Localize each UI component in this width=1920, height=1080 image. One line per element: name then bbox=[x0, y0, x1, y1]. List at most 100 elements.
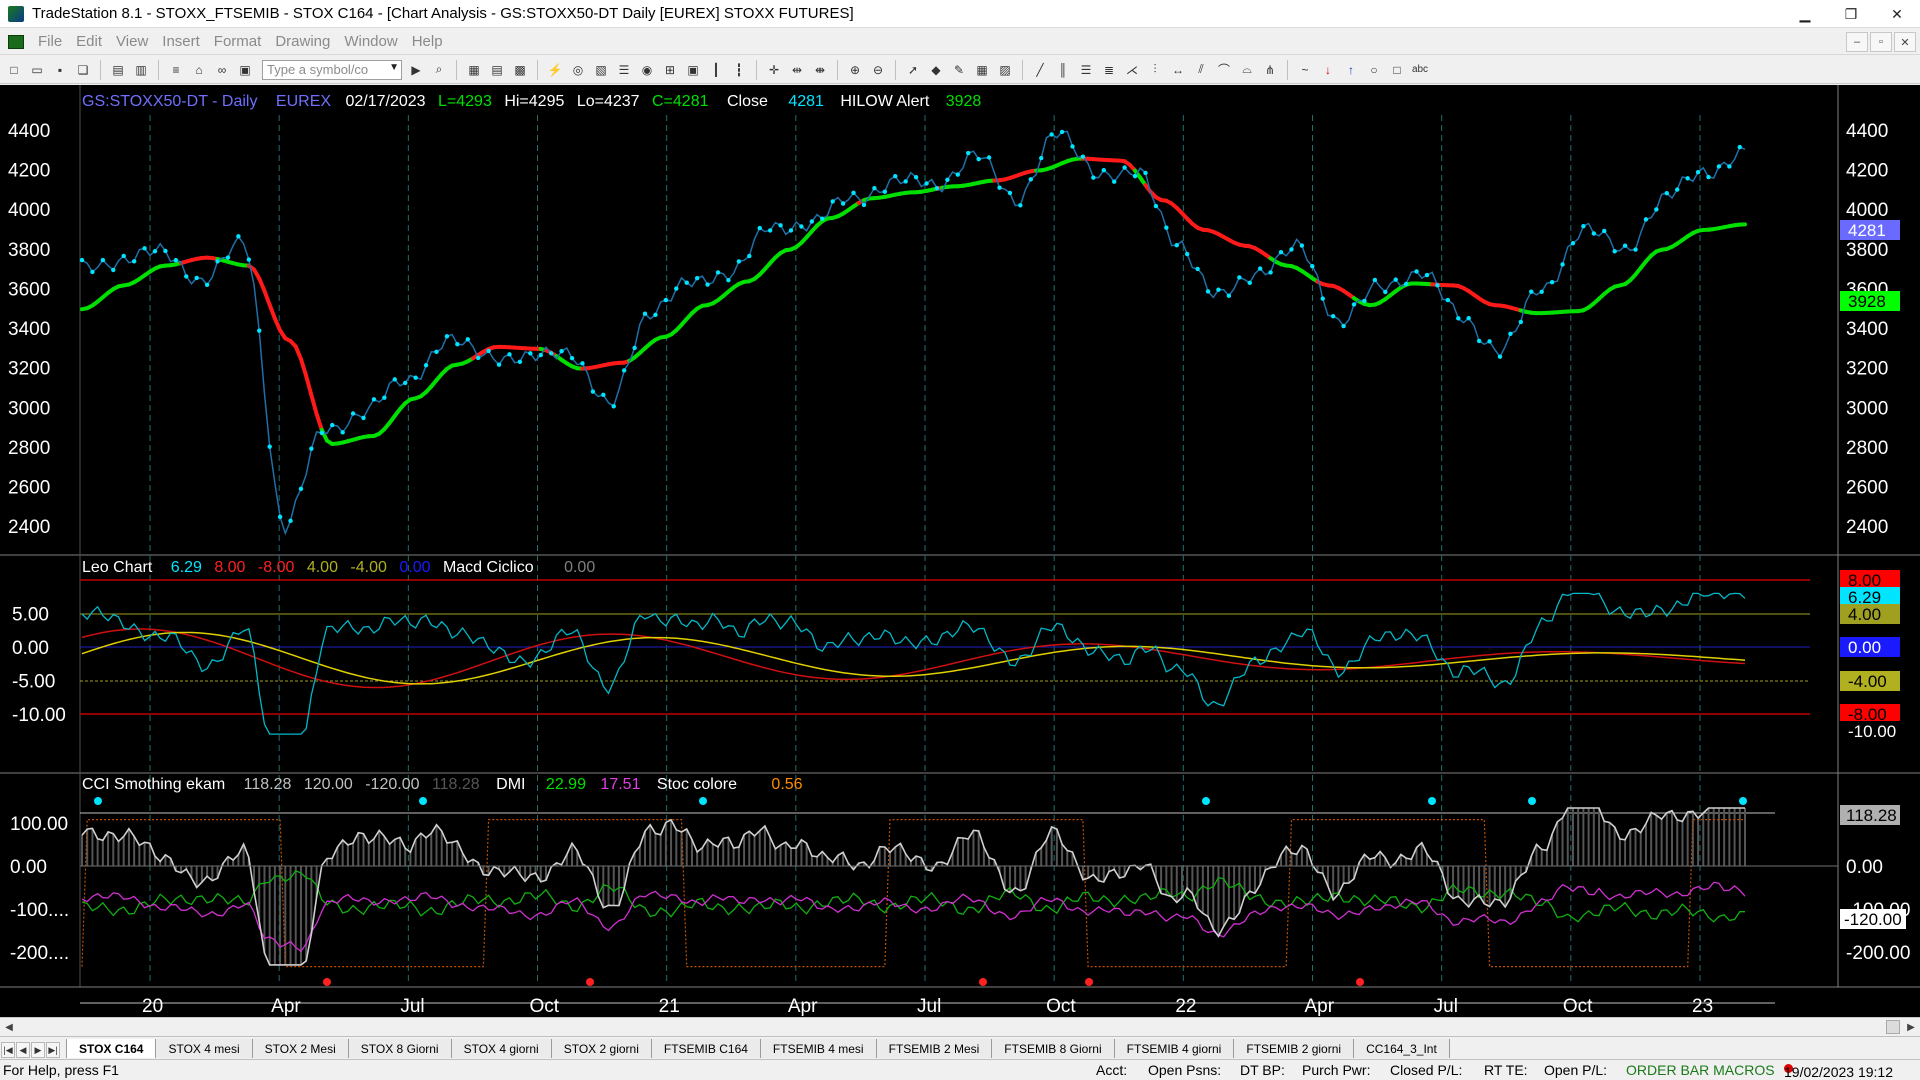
macd-v5: -4.00 bbox=[350, 559, 387, 576]
cursor-cross-icon[interactable]: ✛ bbox=[768, 62, 780, 77]
scanner-icon[interactable]: ◉ bbox=[641, 62, 653, 77]
new-icon[interactable]: □ bbox=[10, 62, 18, 77]
fan-icon[interactable]: ⋌ bbox=[1126, 62, 1138, 77]
freehand-icon[interactable]: ~ bbox=[1301, 62, 1309, 77]
save-icon[interactable]: ▪ bbox=[57, 62, 63, 77]
print-setup-icon[interactable]: ≡ bbox=[172, 62, 180, 77]
print-icon[interactable]: ▤ bbox=[112, 62, 124, 77]
delete-icon[interactable]: ▨ bbox=[999, 62, 1011, 77]
symbol-input[interactable]: Type a symbol/co ▼ bbox=[262, 59, 402, 80]
format-icon[interactable]: ▦ bbox=[976, 62, 988, 77]
menu-drawing[interactable]: Drawing bbox=[275, 33, 331, 50]
menu-view[interactable]: View bbox=[116, 33, 149, 50]
bar-icon[interactable]: ┃ bbox=[712, 62, 720, 77]
tab-next-icon[interactable]: ▶ bbox=[31, 1042, 45, 1058]
radar-icon[interactable]: ◎ bbox=[572, 62, 584, 77]
grid-icon[interactable]: ▩ bbox=[514, 62, 526, 77]
chart-analysis[interactable]: GS:STOXX50-DT - Daily EUREX 02/17/2023 L… bbox=[0, 85, 1920, 1029]
close-series-value: 4281 bbox=[788, 93, 824, 110]
bar-chart-icon[interactable]: ┇ bbox=[735, 62, 743, 77]
arrow-down-icon[interactable]: ↓ bbox=[1325, 62, 1331, 77]
ellipse-icon[interactable]: ○ bbox=[1370, 62, 1378, 77]
gann-icon[interactable]: ⫶ bbox=[1153, 62, 1157, 76]
scroll-right-arrow-icon[interactable]: ▶ bbox=[1907, 1021, 1915, 1033]
tab-9[interactable]: FTSEMIB 8 Giorni bbox=[992, 1039, 1115, 1058]
close-button[interactable]: ✕ bbox=[1891, 5, 1903, 22]
tab-3[interactable]: STOX 8 Giorni bbox=[348, 1039, 452, 1058]
scroll-left-arrow-icon[interactable]: ◀ bbox=[5, 1021, 13, 1033]
chart-document-icon[interactable] bbox=[8, 34, 24, 49]
options-icon[interactable]: ⊞ bbox=[664, 62, 676, 77]
tab-5[interactable]: STOX 2 giorni bbox=[551, 1039, 652, 1058]
chart-canvas[interactable]: GS:STOXX50-DT - Daily EUREX 02/17/2023 L… bbox=[0, 85, 1920, 1029]
insert-order-icon[interactable]: ◆ bbox=[931, 62, 941, 77]
retracement-icon[interactable]: ≣ bbox=[1103, 62, 1115, 77]
menu-window[interactable]: Window bbox=[344, 33, 398, 50]
speedline-icon[interactable]: ⌒ bbox=[1217, 63, 1230, 77]
minimize-button[interactable]: ▁ bbox=[1799, 5, 1811, 22]
window-tile-icon[interactable]: ▦ bbox=[468, 62, 480, 77]
tab-8[interactable]: FTSEMIB 2 Mesi bbox=[876, 1039, 993, 1058]
rectangle-icon[interactable]: □ bbox=[1393, 62, 1401, 77]
copy-icon[interactable]: ❏ bbox=[77, 62, 89, 77]
tab-2[interactable]: STOX 2 Mesi bbox=[252, 1039, 349, 1058]
tab-first-icon[interactable]: |◀ bbox=[1, 1042, 15, 1058]
pointer-icon[interactable]: ➚ bbox=[907, 62, 919, 77]
tab-prev-icon[interactable]: ◀ bbox=[16, 1042, 30, 1058]
restore-button[interactable]: ❐ bbox=[1844, 5, 1858, 22]
lock-icon[interactable]: ⌂ bbox=[195, 62, 203, 77]
menu-file[interactable]: File bbox=[38, 33, 63, 50]
horizontal-lines-icon[interactable]: ☰ bbox=[1080, 62, 1092, 77]
tab-6[interactable]: FTSEMIB C164 bbox=[651, 1039, 761, 1058]
horizontal-scrollbar[interactable]: ◀ ▶ bbox=[0, 1017, 1920, 1035]
mdi-close-button[interactable]: ✕ bbox=[1894, 32, 1916, 52]
tab-last-icon[interactable]: ▶| bbox=[46, 1042, 60, 1058]
text-icon[interactable]: abc bbox=[1411, 64, 1429, 75]
compress-icon[interactable]: ⇼ bbox=[814, 62, 826, 77]
arc-icon[interactable]: ⌓ bbox=[1242, 62, 1252, 76]
tab-12[interactable]: CC164_3_Int bbox=[1354, 1039, 1450, 1058]
window-cascade-icon[interactable]: ▤ bbox=[491, 62, 503, 77]
spread-icon[interactable]: ⇹ bbox=[791, 62, 803, 77]
order-bar-macros[interactable]: ORDER BAR MACROS bbox=[1626, 1062, 1775, 1078]
chevron-down-icon[interactable]: ▼ bbox=[389, 61, 399, 73]
arrow-up-icon[interactable]: ↑ bbox=[1348, 62, 1354, 77]
price-tick-right: 4200 bbox=[1846, 160, 1888, 181]
channel-icon[interactable]: ⫽ bbox=[1198, 62, 1204, 76]
tab-10[interactable]: FTSEMIB 4 giorni bbox=[1114, 1039, 1235, 1058]
links-icon[interactable]: ∞ bbox=[217, 62, 227, 77]
close-point bbox=[580, 361, 585, 366]
scroll-thumb[interactable] bbox=[1886, 1020, 1900, 1034]
menu-format[interactable]: Format bbox=[213, 33, 262, 50]
tab-0[interactable]: STOX C164 bbox=[66, 1039, 157, 1058]
zoom-in-icon[interactable]: ⊕ bbox=[849, 62, 861, 77]
close-point bbox=[1675, 187, 1680, 192]
close-point bbox=[1330, 314, 1336, 319]
mdi-restore-button[interactable]: ▫ bbox=[1870, 32, 1892, 52]
chart-analysis-icon[interactable]: ⚡ bbox=[547, 62, 563, 77]
tab-4[interactable]: STOX 4 giorni bbox=[451, 1039, 552, 1058]
matrix-icon[interactable]: ▧ bbox=[595, 62, 607, 77]
tab-7[interactable]: FTSEMIB 4 mesi bbox=[760, 1039, 877, 1058]
close-point bbox=[79, 257, 85, 263]
zoom-out-icon[interactable]: ⊖ bbox=[872, 62, 884, 77]
print-preview-icon[interactable]: ▥ bbox=[135, 62, 147, 77]
open-icon[interactable]: ▭ bbox=[31, 62, 43, 77]
menu-help[interactable]: Help bbox=[411, 33, 443, 50]
tab-11[interactable]: FTSEMIB 2 giorni bbox=[1234, 1039, 1355, 1058]
menu-insert[interactable]: Insert bbox=[162, 33, 200, 50]
arrows-icon[interactable]: ↔ bbox=[1172, 62, 1184, 77]
trendline-icon[interactable]: ╱ bbox=[1036, 62, 1044, 77]
search-icon[interactable]: ⌕ bbox=[435, 62, 443, 76]
quote-icon[interactable]: ▣ bbox=[687, 62, 699, 77]
mdi-minimize-button[interactable]: – bbox=[1846, 32, 1868, 52]
tab-1[interactable]: STOX 4 mesi bbox=[156, 1039, 253, 1058]
orderbar-icon[interactable]: ☰ bbox=[618, 62, 630, 77]
pitchfork-icon[interactable]: ⋔ bbox=[1264, 62, 1276, 77]
vertical-lines-icon[interactable]: ║ bbox=[1058, 62, 1068, 77]
tools-icon[interactable]: ✎ bbox=[953, 62, 965, 77]
play-icon[interactable]: ▶ bbox=[411, 62, 421, 77]
clipboard-icon[interactable]: ▣ bbox=[239, 62, 251, 77]
menu-edit[interactable]: Edit bbox=[76, 33, 103, 50]
x-tick-label: Oct bbox=[1046, 996, 1076, 1017]
